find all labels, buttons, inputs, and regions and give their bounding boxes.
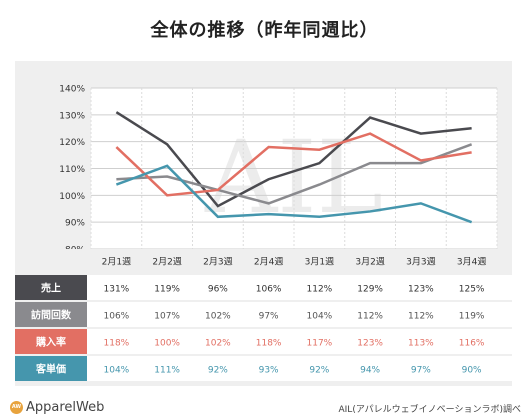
- data-label: 90%: [462, 366, 482, 376]
- x-tick-label: 2月4週: [254, 257, 283, 268]
- data-label: 96%: [208, 285, 228, 295]
- data-label: 94%: [360, 366, 380, 376]
- series-name: 訪問回数: [31, 309, 72, 322]
- data-label: 97%: [259, 312, 279, 322]
- data-label: 106%: [256, 285, 282, 295]
- x-tick-label: 2月1週: [102, 257, 131, 268]
- y-tick-label: 120%: [59, 138, 85, 148]
- data-label: 129%: [357, 285, 383, 295]
- y-tick-label: 130%: [59, 111, 85, 121]
- data-label: 100%: [154, 339, 180, 349]
- category-header-bg: [15, 249, 512, 273]
- data-label: 118%: [256, 339, 282, 349]
- data-label: 117%: [307, 339, 333, 349]
- data-label: 104%: [104, 366, 130, 376]
- data-label: 104%: [307, 312, 333, 322]
- data-label: 131%: [104, 285, 130, 295]
- data-label: 119%: [154, 285, 180, 295]
- series-name: 客単価: [35, 363, 66, 376]
- logo-text: ApparelWeb: [26, 399, 105, 415]
- series-line: [116, 143, 473, 205]
- x-tick-label: 3月3週: [406, 257, 435, 268]
- series-line: [115, 132, 472, 197]
- data-label: 112%: [408, 312, 434, 322]
- apparelweb-logo: AW ApparelWeb: [10, 398, 104, 416]
- data-label: 116%: [459, 339, 485, 349]
- x-tick-label: 2月2週: [152, 257, 181, 268]
- y-tick-label: 100%: [59, 192, 85, 202]
- data-label: 113%: [408, 339, 434, 349]
- x-tick-label: 2月3週: [203, 257, 232, 268]
- y-tick-label: 140%: [59, 85, 85, 95]
- x-tick-label: 3月2週: [355, 257, 384, 268]
- series-name: 購入率: [35, 336, 66, 349]
- series-line: [115, 111, 472, 208]
- series-label-cell: [15, 329, 87, 354]
- data-label: 93%: [259, 366, 279, 376]
- data-label: 112%: [357, 312, 383, 322]
- series-line: [115, 164, 473, 224]
- data-label: 112%: [307, 285, 333, 295]
- table-row-bg: [15, 356, 512, 381]
- x-tick-label: 3月4週: [457, 257, 486, 268]
- data-label: 97%: [411, 366, 431, 376]
- data-label: 106%: [104, 312, 130, 322]
- series-label-cell: [15, 275, 87, 300]
- y-tick-label: 110%: [59, 165, 85, 175]
- data-label: 102%: [205, 339, 231, 349]
- series-label-cell: [15, 356, 87, 381]
- data-label: 92%: [208, 366, 228, 376]
- table-row-bg: [15, 329, 512, 354]
- data-label: 111%: [154, 366, 180, 376]
- table-row-bg: [15, 302, 512, 327]
- series-name: 売上: [41, 282, 61, 295]
- data-label: 125%: [459, 285, 485, 295]
- source-credit: AIL(アパレルウェブイノベーションラボ)調べ: [338, 405, 522, 415]
- series-label-cell: [15, 302, 87, 327]
- x-tick-label: 3月1週: [305, 257, 334, 268]
- data-label: 92%: [309, 366, 329, 376]
- data-label: 123%: [357, 339, 383, 349]
- logo-badge-icon: AW: [10, 400, 23, 414]
- data-label: 119%: [459, 312, 485, 322]
- data-label: 123%: [408, 285, 434, 295]
- chart-title: 全体の推移（昨年同週比）: [150, 20, 379, 41]
- table-row-bg: [15, 275, 512, 300]
- data-label: 118%: [104, 339, 130, 349]
- y-tick-label: 90%: [65, 219, 85, 229]
- data-label: 102%: [205, 312, 231, 322]
- data-label: 107%: [154, 312, 180, 322]
